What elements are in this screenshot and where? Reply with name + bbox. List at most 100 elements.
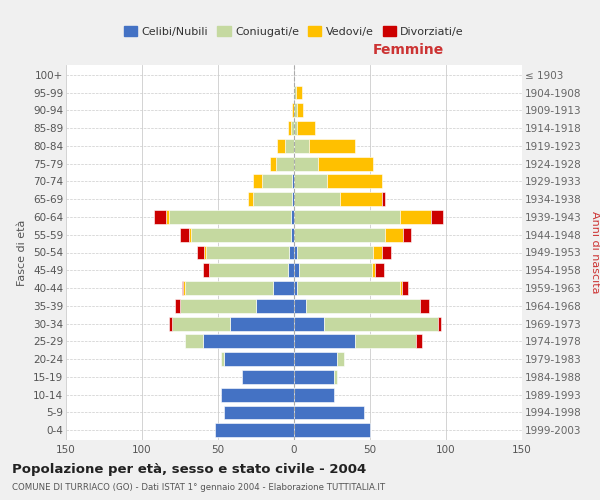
- Bar: [185, 281, 273, 295]
- Bar: [400, 210, 431, 224]
- Bar: [294, 104, 297, 118]
- Bar: [242, 370, 294, 384]
- Bar: [189, 228, 191, 241]
- Bar: [306, 299, 420, 312]
- Bar: [154, 210, 166, 224]
- Bar: [291, 210, 294, 224]
- Bar: [221, 388, 294, 402]
- Bar: [382, 246, 391, 260]
- Bar: [299, 264, 371, 277]
- Bar: [277, 139, 285, 153]
- Bar: [328, 174, 382, 188]
- Bar: [276, 156, 294, 170]
- Bar: [262, 174, 292, 188]
- Bar: [402, 281, 408, 295]
- Bar: [292, 104, 294, 118]
- Bar: [169, 316, 172, 330]
- Bar: [325, 316, 439, 330]
- Bar: [289, 246, 294, 260]
- Bar: [182, 281, 183, 295]
- Bar: [294, 264, 299, 277]
- Bar: [294, 370, 334, 384]
- Bar: [175, 299, 180, 312]
- Text: COMUNE DI TURRIACO (GO) - Dati ISTAT 1° gennaio 2004 - Elaborazione TUTTITALIA.I: COMUNE DI TURRIACO (GO) - Dati ISTAT 1° …: [12, 484, 385, 492]
- Bar: [296, 86, 302, 100]
- Bar: [294, 316, 325, 330]
- Bar: [374, 264, 383, 277]
- Bar: [183, 281, 185, 295]
- Bar: [319, 156, 373, 170]
- Bar: [385, 228, 403, 241]
- Bar: [294, 334, 355, 348]
- Bar: [169, 210, 291, 224]
- Text: Popolazione per età, sesso e stato civile - 2004: Popolazione per età, sesso e stato civil…: [12, 462, 366, 475]
- Bar: [205, 246, 206, 260]
- Bar: [206, 246, 289, 260]
- Bar: [382, 192, 385, 206]
- Bar: [185, 334, 203, 348]
- Bar: [294, 192, 340, 206]
- Bar: [191, 228, 291, 241]
- Bar: [403, 228, 411, 241]
- Bar: [416, 334, 422, 348]
- Bar: [334, 370, 337, 384]
- Bar: [273, 281, 294, 295]
- Bar: [294, 156, 319, 170]
- Bar: [256, 299, 294, 312]
- Bar: [288, 264, 294, 277]
- Bar: [209, 264, 288, 277]
- Bar: [297, 246, 373, 260]
- Bar: [294, 139, 309, 153]
- Bar: [355, 334, 416, 348]
- Bar: [180, 299, 256, 312]
- Bar: [288, 121, 291, 135]
- Bar: [297, 121, 315, 135]
- Bar: [294, 246, 297, 260]
- Bar: [230, 316, 294, 330]
- Text: Femmine: Femmine: [373, 44, 443, 58]
- Bar: [291, 121, 294, 135]
- Bar: [294, 424, 370, 437]
- Bar: [221, 352, 224, 366]
- Bar: [297, 281, 400, 295]
- Bar: [400, 281, 402, 295]
- Bar: [373, 246, 382, 260]
- Bar: [431, 210, 443, 224]
- Bar: [291, 228, 294, 241]
- Bar: [340, 192, 382, 206]
- Bar: [294, 228, 385, 241]
- Bar: [371, 264, 374, 277]
- Bar: [285, 139, 294, 153]
- Bar: [203, 264, 209, 277]
- Bar: [253, 174, 262, 188]
- Bar: [203, 334, 294, 348]
- Bar: [337, 352, 344, 366]
- Bar: [224, 352, 294, 366]
- Bar: [294, 121, 297, 135]
- Y-axis label: Anni di nascita: Anni di nascita: [590, 211, 600, 294]
- Bar: [166, 210, 169, 224]
- Bar: [294, 388, 334, 402]
- Bar: [294, 352, 337, 366]
- Bar: [215, 424, 294, 437]
- Bar: [197, 246, 205, 260]
- Bar: [292, 174, 294, 188]
- Bar: [294, 299, 306, 312]
- Bar: [180, 228, 189, 241]
- Bar: [224, 406, 294, 419]
- Y-axis label: Fasce di età: Fasce di età: [17, 220, 28, 286]
- Bar: [420, 299, 429, 312]
- Bar: [294, 174, 328, 188]
- Bar: [172, 316, 230, 330]
- Bar: [269, 156, 276, 170]
- Bar: [294, 86, 296, 100]
- Bar: [294, 406, 364, 419]
- Legend: Celibi/Nubili, Coniugati/e, Vedovi/e, Divorziati/e: Celibi/Nubili, Coniugati/e, Vedovi/e, Di…: [119, 22, 469, 42]
- Bar: [294, 281, 297, 295]
- Bar: [439, 316, 442, 330]
- Bar: [294, 210, 400, 224]
- Bar: [253, 192, 292, 206]
- Bar: [248, 192, 253, 206]
- Bar: [292, 192, 294, 206]
- Bar: [309, 139, 355, 153]
